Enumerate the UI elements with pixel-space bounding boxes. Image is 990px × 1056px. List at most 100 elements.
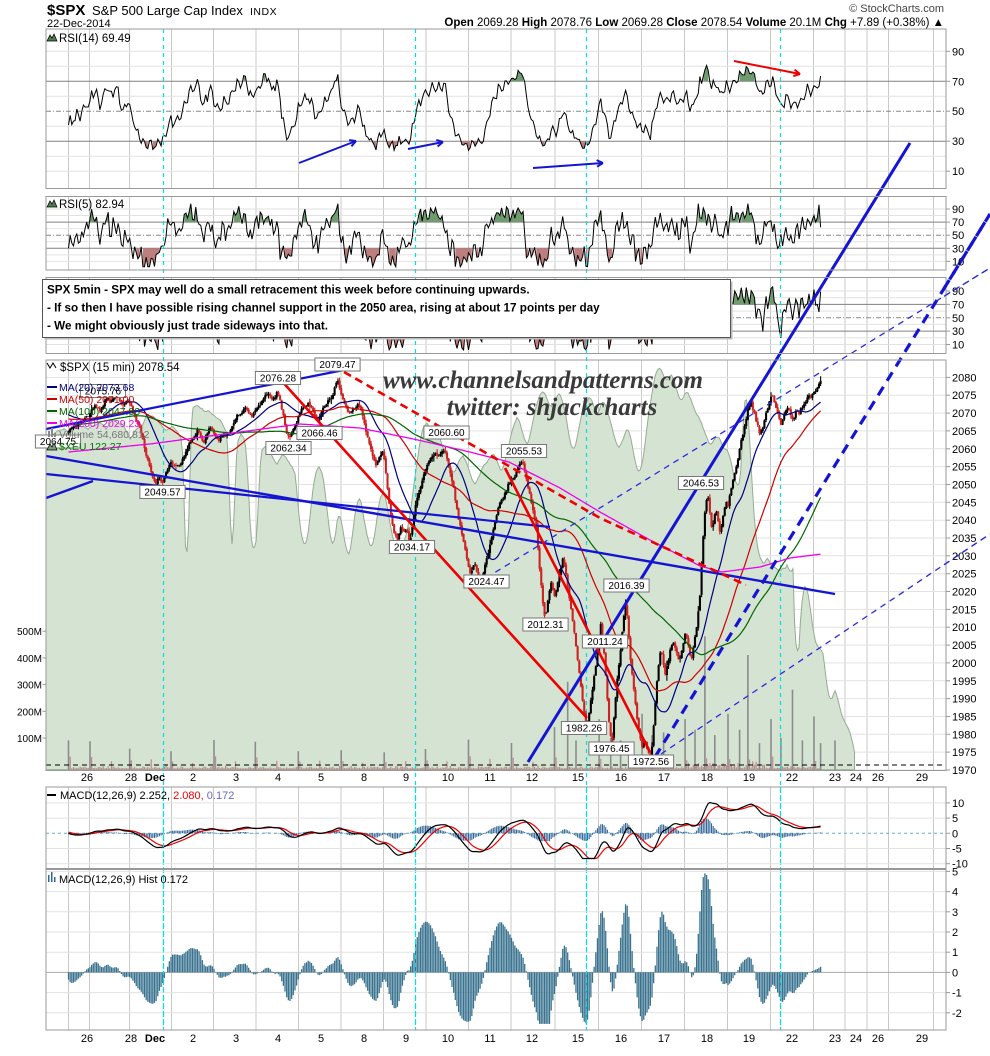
svg-text:15: 15 (572, 1033, 584, 1045)
svg-text:Volume 54,680,812: Volume 54,680,812 (59, 429, 150, 441)
svg-text:4: 4 (275, 1033, 281, 1045)
svg-text:24: 24 (850, 1033, 862, 1045)
svg-text:MACD(12,26,9) Hist 0.172: MACD(12,26,9) Hist 0.172 (59, 874, 188, 886)
svg-text:26: 26 (872, 772, 884, 784)
svg-text:70: 70 (952, 76, 964, 88)
svg-text:MA(200) 2029.23: MA(200) 2029.23 (59, 418, 140, 430)
svg-text:2066.46: 2066.46 (301, 429, 338, 440)
svg-text:3: 3 (233, 772, 239, 784)
svg-text:50: 50 (952, 106, 964, 118)
svg-text:1995: 1995 (952, 676, 976, 688)
svg-text:1990: 1990 (952, 694, 976, 706)
svg-text:10: 10 (952, 340, 964, 352)
svg-text:$SPX (15 min) 2078.54: $SPX (15 min) 2078.54 (60, 362, 180, 374)
svg-text:8: 8 (361, 1033, 367, 1045)
svg-text:10: 10 (952, 798, 964, 810)
svg-text:10: 10 (952, 256, 964, 268)
svg-text:2075: 2075 (952, 390, 976, 402)
svg-text:-2: -2 (952, 1008, 962, 1020)
svg-text:2040: 2040 (952, 515, 976, 527)
svg-text:2046.53: 2046.53 (683, 479, 720, 490)
svg-text:1976.45: 1976.45 (593, 744, 630, 755)
svg-text:17: 17 (658, 1033, 670, 1045)
svg-text:2079.47: 2079.47 (319, 360, 356, 371)
svg-text:19: 19 (743, 772, 755, 784)
svg-text:S&P 500 Large Cap Index: S&P 500 Large Cap Index (92, 3, 243, 18)
svg-text:2024.47: 2024.47 (468, 577, 505, 588)
svg-text:- If so then I have possible r: - If so then I have possible rising chan… (47, 302, 600, 315)
svg-text:5: 5 (952, 866, 958, 878)
svg-text:1985: 1985 (952, 712, 976, 724)
svg-text:17: 17 (658, 772, 670, 784)
svg-text:INDX: INDX (250, 6, 277, 18)
svg-text:SPX 5min - SPX may well do a s: SPX 5min - SPX may well do a small retra… (47, 284, 530, 297)
svg-text:RSI(5) 82.94: RSI(5) 82.94 (59, 199, 125, 211)
svg-text:2060: 2060 (952, 444, 976, 456)
svg-text:22-Dec-2014: 22-Dec-2014 (47, 18, 111, 30)
svg-text:4: 4 (952, 887, 958, 899)
svg-text:70: 70 (952, 299, 964, 311)
svg-text:1972.56: 1972.56 (633, 757, 670, 768)
svg-text:2015: 2015 (952, 604, 976, 616)
svg-text:12: 12 (526, 1033, 538, 1045)
svg-text:0: 0 (952, 828, 958, 840)
svg-text:9: 9 (403, 772, 409, 784)
svg-text:50: 50 (952, 313, 964, 325)
svg-text:RSI(14) 69.49: RSI(14) 69.49 (59, 33, 131, 45)
svg-text:2035: 2035 (952, 533, 976, 545)
svg-text:18: 18 (701, 772, 713, 784)
svg-text:1970: 1970 (952, 765, 976, 777)
svg-text:11: 11 (484, 772, 495, 784)
svg-text:2070: 2070 (952, 408, 976, 420)
svg-text:twitter: shjackcharts: twitter: shjackcharts (447, 394, 657, 421)
svg-text:2075.76: 2075.76 (85, 387, 122, 398)
svg-text:-10: -10 (952, 859, 968, 871)
svg-text:$XEU 122.27: $XEU 122.27 (59, 441, 122, 453)
svg-text:© StockCharts.com: © StockCharts.com (849, 3, 944, 15)
svg-text:2076.28: 2076.28 (260, 374, 297, 385)
svg-text:30: 30 (952, 243, 964, 255)
svg-text:1980: 1980 (952, 729, 976, 741)
svg-text:2064.75: 2064.75 (40, 437, 77, 448)
svg-text:30: 30 (952, 326, 964, 338)
svg-text:2: 2 (190, 772, 196, 784)
svg-text:10: 10 (442, 772, 454, 784)
svg-text:2: 2 (190, 1033, 196, 1045)
svg-text:www.channelsandpatterns.com: www.channelsandpatterns.com (383, 367, 703, 394)
svg-text:5: 5 (318, 1033, 324, 1045)
svg-text:2049.57: 2049.57 (144, 488, 181, 499)
svg-text:50: 50 (952, 230, 964, 242)
svg-text:MA(100) 2047.93: MA(100) 2047.93 (59, 406, 140, 418)
svg-text:29: 29 (916, 1033, 928, 1045)
svg-text:2055.53: 2055.53 (506, 447, 543, 458)
svg-text:26: 26 (872, 1033, 884, 1045)
svg-text:12: 12 (526, 772, 538, 784)
svg-text:16: 16 (615, 1033, 627, 1045)
svg-text:MA(20) 2073.68: MA(20) 2073.68 (59, 382, 134, 394)
svg-text:22: 22 (786, 1033, 798, 1045)
svg-text:300M: 300M (17, 681, 42, 692)
svg-text:29: 29 (916, 772, 928, 784)
svg-text:2025: 2025 (952, 569, 976, 581)
svg-text:15: 15 (572, 772, 584, 784)
svg-text:90: 90 (952, 204, 964, 216)
svg-text:9: 9 (403, 1033, 409, 1045)
svg-text:2062.34: 2062.34 (270, 444, 307, 455)
svg-text:26: 26 (81, 772, 93, 784)
svg-text:16: 16 (615, 772, 627, 784)
svg-text:-1: -1 (952, 988, 962, 1000)
svg-text:2010: 2010 (952, 622, 976, 634)
svg-text:2065: 2065 (952, 426, 976, 438)
svg-text:-5: -5 (952, 844, 962, 856)
svg-text:0: 0 (952, 967, 958, 979)
svg-text:2000: 2000 (952, 658, 976, 670)
svg-text:100M: 100M (17, 734, 42, 745)
svg-text:2030: 2030 (952, 551, 976, 563)
svg-text:200M: 200M (17, 707, 42, 718)
svg-text:2055: 2055 (952, 462, 976, 474)
svg-text:19: 19 (743, 1033, 755, 1045)
svg-text:2012.31: 2012.31 (527, 620, 564, 631)
svg-text:2050: 2050 (952, 480, 976, 492)
svg-text:5: 5 (318, 772, 324, 784)
svg-text:2020: 2020 (952, 587, 976, 599)
